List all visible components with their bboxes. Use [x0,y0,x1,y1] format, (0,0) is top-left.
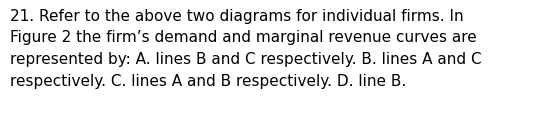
Text: 21. Refer to the above two diagrams for individual firms. In
Figure 2 the firm’s: 21. Refer to the above two diagrams for … [10,9,482,89]
